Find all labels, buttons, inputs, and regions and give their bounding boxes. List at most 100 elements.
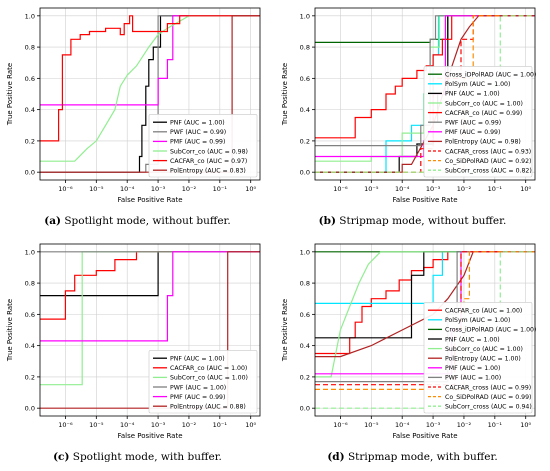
x-tick-label: 10⁻³ xyxy=(151,421,166,429)
axes-frame xyxy=(314,243,536,417)
series-line-4 xyxy=(315,15,535,139)
legend-label: CACFAR_co (AUC = 0.97) xyxy=(170,158,247,165)
x-tick-label: 10⁻³ xyxy=(426,185,441,193)
legend-label: PNF (AUC = 1.00) xyxy=(445,336,500,343)
legend-box xyxy=(423,66,533,178)
legend-label: PMF (AUC = 0.99) xyxy=(170,139,225,146)
legend-label: PMF (AUC = 1.00) xyxy=(445,365,500,372)
caption-d: (d) Stripmap mode, with buffer. xyxy=(275,451,550,463)
y-tick-label: 0.4 xyxy=(25,106,35,114)
series-line-5 xyxy=(40,15,260,173)
x-tick-label: 10⁰ xyxy=(245,421,256,429)
caption-c-letter: (c) xyxy=(53,451,70,463)
legend: PNF (AUC = 1.00) PWF (AUC = 0.99) PMF (AUC… xyxy=(148,114,258,178)
x-tick-label: 10⁻¹ xyxy=(213,421,228,429)
legend-label: PMF (AUC = 0.99) xyxy=(445,129,500,136)
y-tick-label: 0.6 xyxy=(300,311,310,319)
y-axis-label: True Positive Rate xyxy=(281,63,289,126)
x-tick-label: 10⁻⁴ xyxy=(395,185,410,193)
x-tick-label: 10⁰ xyxy=(245,185,256,193)
x-tick-label: 10⁻⁴ xyxy=(120,421,135,429)
legend-label: PNF (AUC = 1.00) xyxy=(170,356,225,363)
y-axis-label: True Positive Rate xyxy=(6,299,14,362)
x-tick-label: 10⁻⁶ xyxy=(333,421,348,429)
legend: Cross_iDPolRAD (AUC = 1.00) PolSym (AUC =… xyxy=(423,66,536,178)
x-tick-label: 10⁻⁶ xyxy=(333,185,348,193)
y-tick-label: 0.4 xyxy=(25,342,35,350)
axes-frame xyxy=(314,7,536,181)
roc-chart-d: 10⁻⁶ 10⁻⁵ 10⁻⁴ 10⁻³ 10⁻² 10⁻¹ 10⁰ 0.0 0.2 0.4 0.6 0… xyxy=(281,243,536,440)
y-tick-label: 0.0 xyxy=(25,405,35,413)
legend: CACFAR_co (AUC = 1.00) PolSym (AUC = 1.00… xyxy=(423,302,536,414)
legend-label: PolEntropy (AUC = 0.88) xyxy=(170,404,246,411)
legend-label: CACFAR_cross (AUC = 0.93) xyxy=(445,148,531,155)
legend-label: PolSym (AUC = 1.00) xyxy=(445,81,510,88)
legend-label: SubCorr_cross (AUC = 0.94) xyxy=(445,404,532,411)
x-tick-label: 10⁻⁶ xyxy=(58,185,73,193)
x-tick-label: 10⁻¹ xyxy=(213,185,228,193)
legend-label: PWF (AUC = 1.00) xyxy=(445,375,501,382)
legend-label: CACFAR_cross (AUC = 0.99) xyxy=(445,384,531,391)
x-tick-label: 10⁻¹ xyxy=(488,185,503,193)
caption-b-letter: (b) xyxy=(318,215,336,227)
legend-box xyxy=(148,114,258,178)
y-tick-label: 0.2 xyxy=(25,373,35,381)
y-tick-label: 0.8 xyxy=(300,44,310,52)
caption-c-text: Spotlight mode, with buffer. xyxy=(72,451,222,463)
axes-frame xyxy=(39,243,261,417)
x-tick-label: 10⁻² xyxy=(182,185,197,193)
y-tick-label: 0.2 xyxy=(25,137,35,145)
x-tick-label: 10⁻⁵ xyxy=(364,185,379,193)
series-line-0 xyxy=(40,15,260,173)
legend-label: PWF (AUC = 0.99) xyxy=(170,129,226,136)
legend-label: SubCorr_co (AUC = 1.00) xyxy=(445,100,523,107)
y-tick-label: 0.2 xyxy=(300,373,310,381)
legend-label: CACFAR_co (AUC = 1.00) xyxy=(170,365,247,372)
caption-d-text: Stripmap mode, with buffer. xyxy=(347,451,498,463)
y-tick-label: 1.0 xyxy=(25,12,35,20)
y-tick-label: 0.8 xyxy=(25,280,35,288)
legend-label: CACFAR_co (AUC = 0.99) xyxy=(445,110,522,117)
legend: PNF (AUC = 1.00) CACFAR_co (AUC = 1.00) Su… xyxy=(148,350,258,414)
panel-a: 10⁻⁶ 10⁻⁵ 10⁻⁴ 10⁻³ 10⁻² 10⁻¹ 10⁰ 0.0 0.2 0.4 0.6 0… xyxy=(0,0,275,235)
y-axis-label: True Positive Rate xyxy=(281,299,289,362)
x-tick-label: 10⁻³ xyxy=(151,185,166,193)
y-axis-label: True Positive Rate xyxy=(6,63,14,126)
x-tick-label: 10⁻⁵ xyxy=(89,185,104,193)
legend-label: Co_SiDPolRAD (AUC = 0.92) xyxy=(445,158,531,165)
legend-label: CACFAR_co (AUC = 1.00) xyxy=(445,308,522,315)
panel-c: 10⁻⁶ 10⁻⁵ 10⁻⁴ 10⁻³ 10⁻² 10⁻¹ 10⁰ 0.0 0.2 0.4 0.6 0… xyxy=(0,236,275,471)
y-tick-label: 0.6 xyxy=(25,311,35,319)
x-tick-label: 10⁻⁶ xyxy=(58,421,73,429)
series-line-1 xyxy=(40,251,260,320)
x-tick-label: 10⁻³ xyxy=(426,421,441,429)
x-tick-label: 10⁻⁵ xyxy=(89,421,104,429)
axes-frame xyxy=(39,7,261,181)
legend-label: PWF (AUC = 1.00) xyxy=(170,384,226,391)
caption-b-text: Stripmap mode, without buffer. xyxy=(339,215,507,227)
legend-label: PNF (AUC = 1.00) xyxy=(170,120,225,127)
y-tick-label: 1.0 xyxy=(25,248,35,256)
legend-label: PMF (AUC = 0.99) xyxy=(170,394,225,401)
legend-label: PolEntropy (AUC = 1.00) xyxy=(445,356,521,363)
x-axis-label: False Positive Rate xyxy=(392,196,457,204)
panel-d: 10⁻⁶ 10⁻⁵ 10⁻⁴ 10⁻³ 10⁻² 10⁻¹ 10⁰ 0.0 0.2 0.4 0.6 0… xyxy=(275,236,550,471)
y-tick-label: 0.6 xyxy=(25,75,35,83)
legend-label: PolSym (AUC = 1.00) xyxy=(445,317,510,324)
series-line-3 xyxy=(40,15,260,162)
x-tick-label: 10⁰ xyxy=(520,421,531,429)
caption-a: (a) Spotlight mode, without buffer. xyxy=(0,215,275,227)
x-tick-label: 10⁻² xyxy=(457,185,472,193)
caption-a-text: Spotlight mode, without buffer. xyxy=(64,215,231,227)
roc-chart-c: 10⁻⁶ 10⁻⁵ 10⁻⁴ 10⁻³ 10⁻² 10⁻¹ 10⁰ 0.0 0.2 0.4 0.6 0… xyxy=(6,243,261,440)
x-tick-label: 10⁻⁴ xyxy=(395,421,410,429)
panel-b: 10⁻⁶ 10⁻⁵ 10⁻⁴ 10⁻³ 10⁻² 10⁻¹ 10⁰ 0.0 0.2 0.4 0.6 0… xyxy=(275,0,550,235)
y-tick-label: 0.0 xyxy=(300,405,310,413)
x-axis-label: False Positive Rate xyxy=(392,432,457,440)
y-tick-label: 1.0 xyxy=(300,248,310,256)
x-tick-label: 10⁻⁴ xyxy=(120,185,135,193)
series-line-4 xyxy=(315,251,535,378)
caption-d-letter: (d) xyxy=(327,451,345,463)
legend-label: SubCorr_cross (AUC = 0.82) xyxy=(445,168,532,175)
